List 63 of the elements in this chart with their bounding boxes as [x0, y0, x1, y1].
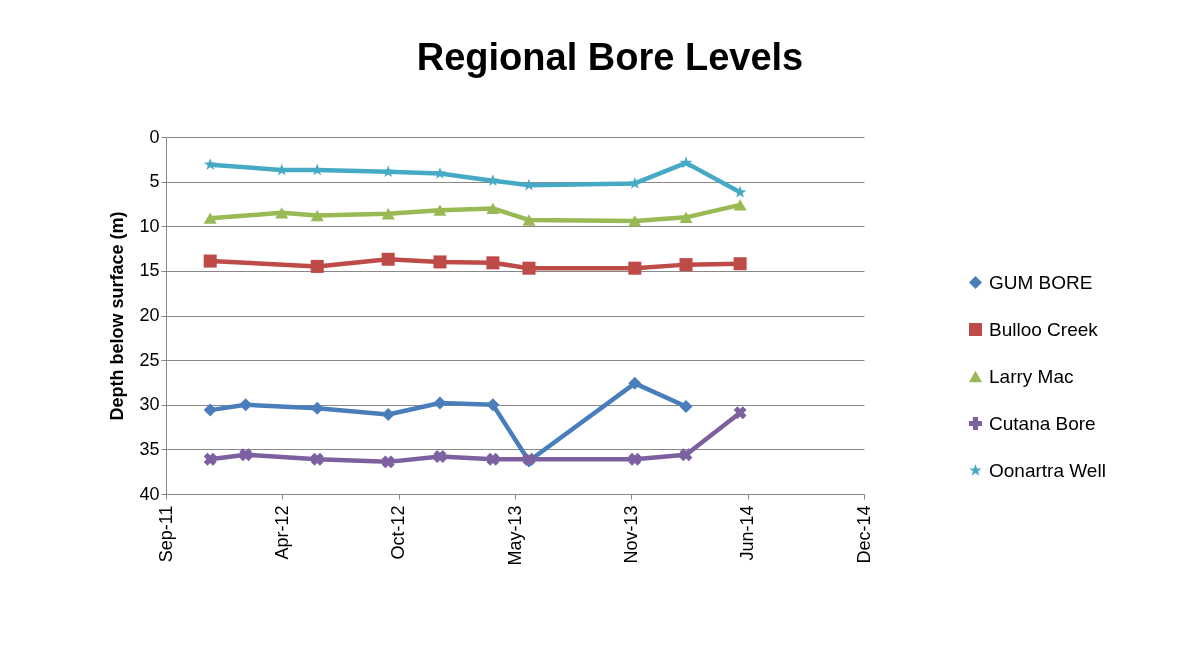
point — [628, 452, 642, 466]
point — [486, 452, 500, 466]
legend-label: GUM BORE — [989, 271, 1093, 293]
point — [381, 208, 395, 220]
point — [310, 401, 324, 415]
point — [433, 255, 447, 269]
x-tick-label: Sep-11 — [155, 505, 176, 563]
y-tick-label: 35 — [139, 438, 160, 459]
point — [522, 261, 536, 275]
y-tick-label: 25 — [139, 349, 160, 370]
point — [433, 396, 447, 410]
x-tick-label: Nov-13 — [620, 505, 641, 564]
chart-title: Regional Bore Levels — [416, 36, 804, 78]
point — [310, 259, 324, 273]
point — [433, 204, 447, 216]
point — [679, 211, 693, 223]
x-tick-label: May-13 — [504, 505, 525, 566]
point — [381, 252, 395, 266]
point — [381, 455, 395, 469]
point — [679, 258, 693, 272]
point — [679, 448, 693, 462]
x-tick-label: Dec-14 — [853, 505, 874, 564]
point — [486, 202, 500, 215]
y-axis-title: Depth below surface (m) — [107, 211, 128, 421]
y-tick-label: 30 — [139, 394, 160, 415]
point — [628, 215, 642, 227]
point — [382, 165, 395, 178]
point — [628, 376, 642, 390]
point — [679, 400, 693, 414]
point — [733, 406, 747, 420]
point — [239, 448, 253, 462]
x-tick-label: Oct-12 — [388, 505, 409, 560]
point — [204, 158, 217, 170]
y-tick-label: 40 — [139, 483, 160, 504]
y-tick-label: 5 — [149, 171, 160, 192]
legend-label: Larry Mac — [989, 365, 1074, 387]
point — [628, 261, 642, 275]
point — [679, 156, 693, 169]
y-tick-label: 0 — [149, 126, 160, 147]
x-tick-label: Apr-12 — [271, 505, 292, 560]
point — [433, 450, 447, 463]
point — [433, 167, 447, 179]
point — [239, 398, 253, 412]
y-tick-label: 15 — [139, 260, 160, 281]
x-tick-label: Jun-14 — [737, 505, 758, 561]
point — [310, 452, 324, 466]
point — [310, 209, 324, 222]
point — [381, 408, 395, 422]
point — [486, 398, 500, 412]
y-tick-label: 20 — [139, 305, 160, 325]
legend-label: Cutana Bore — [989, 412, 1096, 434]
point — [486, 256, 500, 270]
legend-label: Oonartra Well — [989, 459, 1106, 481]
point — [203, 212, 217, 224]
legend-label: Bulloo Creek — [989, 318, 1099, 340]
point — [733, 257, 747, 271]
y-tick-label: 10 — [139, 215, 160, 236]
point — [522, 214, 536, 226]
point — [203, 403, 217, 417]
point — [275, 207, 289, 219]
point — [203, 254, 217, 268]
point — [203, 452, 217, 466]
point — [733, 199, 747, 211]
